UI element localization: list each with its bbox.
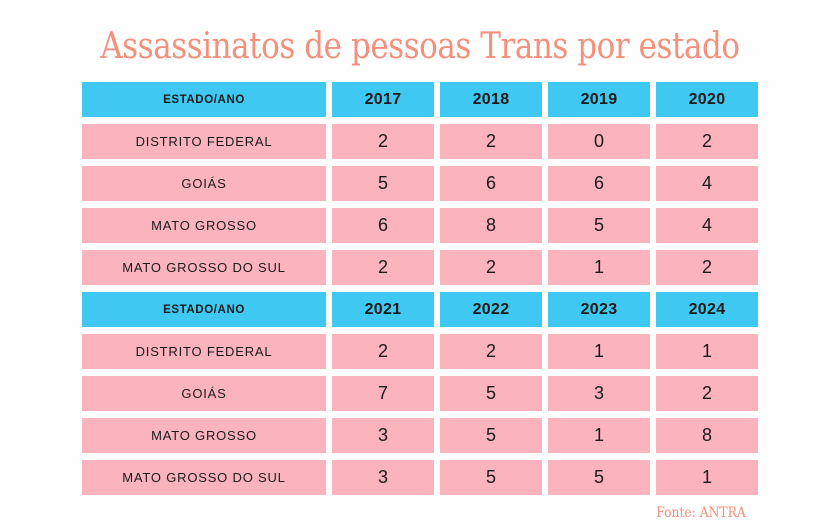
value-cell: 2 — [332, 334, 434, 369]
header-cell-year: 2024 — [656, 292, 758, 327]
state-cell: GOIÁS — [82, 166, 326, 201]
table-row: GOIÁS 5 6 6 4 — [82, 166, 758, 201]
value-cell: 4 — [656, 208, 758, 243]
value-cell: 1 — [656, 334, 758, 369]
value-cell: 2 — [332, 124, 434, 159]
header-row: ESTADO/ANO 2017 2018 2019 2020 — [82, 82, 758, 117]
value-cell: 2 — [332, 250, 434, 285]
state-cell: MATO GROSSO DO SUL — [82, 460, 326, 495]
value-cell: 3 — [332, 418, 434, 453]
value-cell: 6 — [440, 166, 542, 201]
value-cell: 2 — [656, 376, 758, 411]
value-cell: 5 — [440, 376, 542, 411]
state-cell: MATO GROSSO — [82, 208, 326, 243]
state-cell: DISTRITO FEDERAL — [82, 124, 326, 159]
header-cell-year: 2020 — [656, 82, 758, 117]
header-cell-year: 2023 — [548, 292, 650, 327]
value-cell: 2 — [440, 124, 542, 159]
value-cell: 2 — [656, 124, 758, 159]
value-cell: 7 — [332, 376, 434, 411]
page-title: Assassinatos de pessoas Trans por estado — [100, 26, 740, 67]
header-cell-year: 2021 — [332, 292, 434, 327]
header-cell-year: 2022 — [440, 292, 542, 327]
data-table: ESTADO/ANO 2017 2018 2019 2020 DISTRITO … — [82, 82, 758, 502]
state-cell: MATO GROSSO — [82, 418, 326, 453]
value-cell: 5 — [332, 166, 434, 201]
header-row: ESTADO/ANO 2021 2022 2023 2024 — [82, 292, 758, 327]
value-cell: 8 — [656, 418, 758, 453]
value-cell: 1 — [548, 334, 650, 369]
value-cell: 5 — [440, 460, 542, 495]
header-cell-state-year: ESTADO/ANO — [82, 82, 326, 117]
header-cell-year: 2017 — [332, 82, 434, 117]
table-row: MATO GROSSO 6 8 5 4 — [82, 208, 758, 243]
state-cell: GOIÁS — [82, 376, 326, 411]
header-cell-year: 2019 — [548, 82, 650, 117]
value-cell: 5 — [548, 460, 650, 495]
value-cell: 2 — [440, 334, 542, 369]
value-cell: 2 — [656, 250, 758, 285]
header-cell-state-year: ESTADO/ANO — [82, 292, 326, 327]
value-cell: 6 — [548, 166, 650, 201]
value-cell: 2 — [440, 250, 542, 285]
value-cell: 8 — [440, 208, 542, 243]
table-row: MATO GROSSO DO SUL 3 5 5 1 — [82, 460, 758, 495]
value-cell: 6 — [332, 208, 434, 243]
state-cell: MATO GROSSO DO SUL — [82, 250, 326, 285]
value-cell: 1 — [548, 418, 650, 453]
value-cell: 1 — [548, 250, 650, 285]
value-cell: 1 — [656, 460, 758, 495]
value-cell: 0 — [548, 124, 650, 159]
state-cell: DISTRITO FEDERAL — [82, 334, 326, 369]
source-credit: Fonte: ANTRA — [656, 505, 746, 521]
table-row: GOIÁS 7 5 3 2 — [82, 376, 758, 411]
value-cell: 3 — [548, 376, 650, 411]
value-cell: 3 — [332, 460, 434, 495]
header-cell-year: 2018 — [440, 82, 542, 117]
value-cell: 4 — [656, 166, 758, 201]
value-cell: 5 — [440, 418, 542, 453]
table-row: MATO GROSSO DO SUL 2 2 1 2 — [82, 250, 758, 285]
table-row: DISTRITO FEDERAL 2 2 0 2 — [82, 124, 758, 159]
value-cell: 5 — [548, 208, 650, 243]
table-row: DISTRITO FEDERAL 2 2 1 1 — [82, 334, 758, 369]
table-row: MATO GROSSO 3 5 1 8 — [82, 418, 758, 453]
